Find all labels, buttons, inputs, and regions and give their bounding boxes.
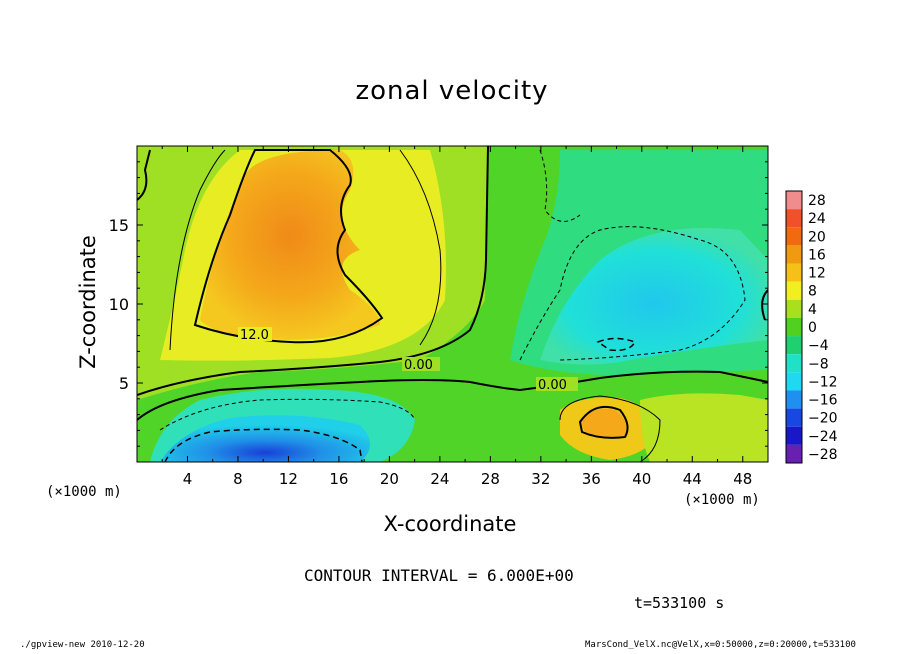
colorbar-cell xyxy=(786,317,802,337)
colorbar-label: 0 xyxy=(808,320,817,336)
x-tick-label: 24 xyxy=(430,470,449,488)
x-tick-label: 4 xyxy=(183,470,193,488)
x-tick-label: 16 xyxy=(329,470,348,488)
contour-lines xyxy=(137,146,768,462)
colorbar-cell xyxy=(786,354,802,373)
colorbar-label: −4 xyxy=(808,338,829,354)
colorbar-label: 20 xyxy=(808,229,826,245)
colorbar-cell xyxy=(786,281,802,300)
x-axis: 4 8 12 16 20 24 28 32 36 40 44 48 xyxy=(161,146,769,488)
colorbar-label: 16 xyxy=(808,247,826,263)
colorbar-cell xyxy=(786,426,802,445)
colorbar-cell xyxy=(786,209,802,228)
contour-label-group: 12.0 0.00 0.00 xyxy=(238,327,578,393)
time-stamp: t=533100 s xyxy=(634,594,725,612)
colorbar-label: −24 xyxy=(808,429,838,445)
x-unit-label-left: (×1000 m) xyxy=(46,484,122,500)
y-tick-label: 15 xyxy=(109,216,129,235)
colorbar-cell xyxy=(786,263,802,282)
footer-left: ./gpview-new 2010-12-20 xyxy=(20,640,145,650)
y-axis-label: Z-coordinate xyxy=(76,235,100,369)
contour-label-0-lower: 0.00 xyxy=(538,378,567,393)
colorbar-label: 24 xyxy=(808,211,826,227)
colorbar-label: 8 xyxy=(808,284,817,300)
colorbar: 28 24 20 16 12 8 4 0 −4 −8 −12 −16 −20 −24 −28 xyxy=(785,190,838,464)
footer-right: MarsCond_VelX.nc@VelX,x=0:50000,z=0:2000… xyxy=(585,640,856,650)
colorbar-label: 28 xyxy=(808,193,826,209)
y-tick-label: 5 xyxy=(119,374,129,393)
colorbar-frame xyxy=(785,190,803,464)
colorbar-label: −12 xyxy=(808,374,838,390)
contour-interval-note: CONTOUR INTERVAL = 6.000E+00 xyxy=(304,566,574,585)
colorbar-cell xyxy=(786,372,802,391)
x-tick-label: 20 xyxy=(380,470,399,488)
colorbar-label: −8 xyxy=(808,356,829,372)
contour-label-12: 12.0 xyxy=(240,328,269,343)
colorbar-cell xyxy=(786,336,802,355)
colorbar-cell xyxy=(786,444,802,463)
x-tick-label: 32 xyxy=(531,470,550,488)
colorbar-cell xyxy=(786,390,802,409)
colorbar-cell xyxy=(786,227,802,246)
colorbar-cell xyxy=(786,245,802,264)
colorbar-label: 12 xyxy=(808,266,826,282)
contour-label-0-upper: 0.00 xyxy=(404,358,433,373)
colorbar-label: −20 xyxy=(808,411,838,427)
x-tick-label: 44 xyxy=(683,470,702,488)
heatmap-field xyxy=(137,146,768,462)
colorbar-cell xyxy=(786,408,802,427)
y-axis: 5 10 15 xyxy=(109,161,768,447)
x-tick-label: 8 xyxy=(233,470,243,488)
x-tick-label: 12 xyxy=(279,470,298,488)
colorbar-cell xyxy=(786,299,802,318)
colorbar-cell xyxy=(786,191,802,210)
colorbar-label: 4 xyxy=(808,302,817,318)
x-axis-label: X-coordinate xyxy=(383,512,517,536)
y-tick-label: 10 xyxy=(109,295,129,314)
x-tick-label: 48 xyxy=(733,470,752,488)
x-tick-label: 28 xyxy=(481,470,500,488)
x-tick-label: 40 xyxy=(632,470,651,488)
x-tick-label: 36 xyxy=(582,470,601,488)
colorbar-label: −16 xyxy=(808,393,838,409)
chart-title: zonal velocity xyxy=(355,76,549,106)
x-unit-label-right: (×1000 m) xyxy=(684,492,760,508)
colorbar-label: −28 xyxy=(808,447,838,463)
